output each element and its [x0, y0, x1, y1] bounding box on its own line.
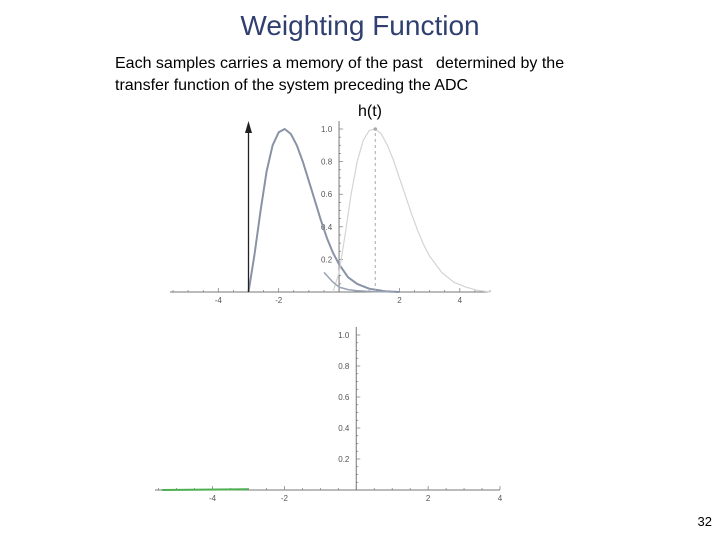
series-line-green [162, 488, 249, 491]
x-tick-label: 2 [426, 494, 431, 503]
body-line-2: transfer function of the system precedin… [115, 77, 469, 94]
y-tick-label: 0.2 [338, 455, 350, 464]
body-line-1: Each samples carries a memory of the pas… [115, 55, 565, 72]
y-tick-label: 1.0 [321, 125, 333, 134]
x-tick-label: -4 [215, 296, 223, 305]
x-tick-label: 4 [458, 296, 463, 305]
slide-body-text: Each samples carries a memory of the pas… [115, 53, 675, 97]
series-line-main [247, 128, 400, 293]
impulse-arrow-head [244, 121, 252, 133]
plot-bottom: -4 -2 2 4 0.2 0.4 0.6 0.8 1.0 [155, 327, 503, 503]
x-tick-label: -2 [281, 494, 289, 503]
series-line-tail [323, 271, 394, 293]
y-tick-label: 0.2 [321, 255, 333, 264]
function-label: h(t) [358, 103, 382, 120]
x-tick-label: 4 [498, 494, 503, 503]
y-tick-label: 0.4 [338, 424, 350, 433]
slide-title: Weighting Function [240, 10, 480, 41]
plot-top: -4 -2 2 4 0.2 0.4 0.6 0.8 1.0 [170, 121, 491, 305]
page-number: 32 [697, 514, 712, 529]
y-tick-label: 0.6 [338, 393, 350, 402]
y-tick-label: 0.6 [321, 190, 333, 199]
y-tick-label: 0.8 [338, 362, 350, 371]
y-tick-label: 1.0 [338, 331, 350, 340]
x-tick-label: 2 [397, 296, 402, 305]
y-tick-label: 0.8 [321, 158, 333, 167]
y-tick-label: 0.4 [321, 223, 333, 232]
peak-marker-dot [373, 127, 378, 131]
x-tick-label: -4 [209, 494, 217, 503]
x-tick-label: -2 [275, 296, 283, 305]
series-line-shifted [332, 128, 491, 293]
